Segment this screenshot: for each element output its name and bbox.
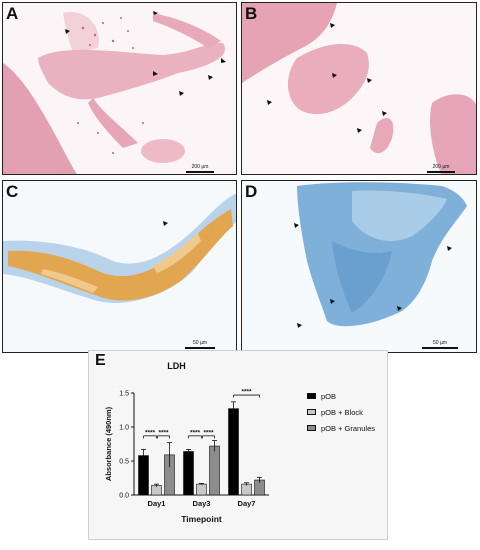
scale-bar-label-d: 50 µm [433, 340, 447, 346]
bar [151, 485, 162, 496]
x-axis-label: Timepoint [181, 514, 222, 524]
y-tick-label: 1.0 [119, 425, 129, 432]
legend-item: pOB + Granules [307, 420, 375, 436]
scale-bar-line-a [186, 171, 214, 173]
significance-label: **** [158, 429, 169, 436]
legend-item: pOB + Block [307, 404, 375, 420]
scale-bar-d: 50 µm [422, 340, 458, 349]
scale-bar-b: 200 µm [427, 164, 455, 173]
legend-item: pOB [307, 388, 375, 404]
y-tick-label: 0.0 [119, 493, 129, 500]
legend-label: pOB + Block [321, 407, 363, 417]
scale-bar-label-c: 50 µm [193, 340, 207, 346]
significance-label: **** [241, 389, 252, 396]
panel-label-e: E [95, 352, 106, 369]
panel-label-b: B [245, 4, 258, 23]
x-tick-label: Day7 [238, 499, 256, 508]
histology-image-c [3, 181, 236, 352]
significance-label: **** [145, 429, 156, 436]
x-tick-label: Day1 [148, 499, 166, 508]
y-tick-label: 1.5 [119, 391, 129, 398]
scale-bar-label-a: 200 µm [191, 164, 209, 170]
bar-chart: 0.0 0.5 1.0 1.5 Absorbance (490nm) Day1 Day3 Da… [104, 389, 269, 524]
chart-title: LDH [167, 361, 186, 371]
legend-swatch [307, 409, 316, 415]
chart-legend: pOB pOB + Block pOB + Granules [307, 388, 375, 436]
histology-image-a [3, 3, 236, 174]
x-tick-label: Day3 [193, 499, 211, 508]
scale-bar-c: 50 µm [185, 340, 215, 349]
legend-swatch [307, 425, 316, 431]
bar [196, 483, 207, 496]
scale-bar-line-d [422, 347, 458, 349]
scale-bar-line-c [185, 347, 215, 349]
scale-bar-label-b: 200 µm [432, 164, 450, 170]
micrograph-panel-b: B 200 µm [241, 2, 477, 175]
micrograph-panel-c: C 50 µm [2, 180, 237, 353]
histology-image-b [242, 3, 476, 174]
micrograph-panel-d: D 50 µm [241, 180, 477, 353]
scale-bar-line-b [427, 171, 455, 173]
chart-panel-e: E LDH 0.0 0.5 1.0 1.5 Absorbance (490nm) Day1… [88, 350, 388, 540]
significance-label: **** [190, 429, 201, 436]
histology-image-d [242, 181, 476, 352]
micrograph-panel-a: A 200 µm [2, 2, 237, 175]
scale-bar-a: 200 µm [186, 164, 214, 173]
y-axis-label: Absorbance (490nm) [104, 406, 113, 481]
bar [209, 445, 220, 496]
bar [228, 408, 239, 496]
bar [241, 483, 252, 496]
legend-label: pOB [321, 391, 337, 401]
legend-swatch [307, 393, 316, 399]
legend-label: pOB + Granules [321, 423, 375, 433]
panel-label-d: D [245, 182, 258, 201]
y-tick-label: 0.5 [119, 459, 129, 466]
significance-label: **** [203, 429, 214, 436]
bar [183, 451, 194, 496]
panel-label-c: C [6, 182, 19, 201]
panel-label-a: A [6, 4, 19, 23]
